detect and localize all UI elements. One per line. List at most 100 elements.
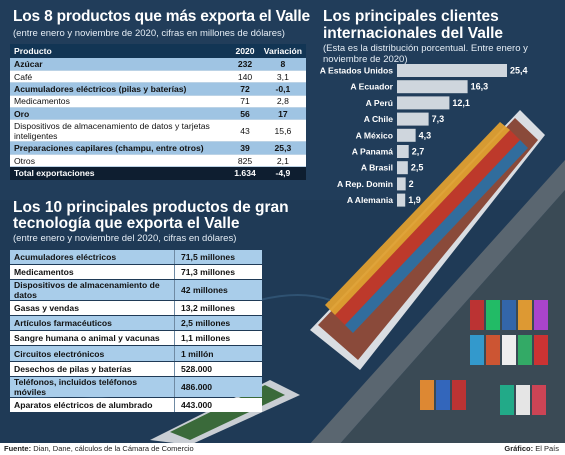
table-row: Artículos farmacéuticos 2,5 millones — [10, 316, 262, 331]
header-2020: 2020 — [230, 44, 260, 58]
value-cell: 1 millón — [174, 346, 262, 361]
change-cell: 25,3 — [259, 141, 306, 155]
bar — [397, 96, 450, 110]
product-cell: Circuitos electrónicos — [10, 346, 174, 361]
table-row: Gasas y vendas 13,2 millones — [10, 301, 262, 316]
bar — [397, 128, 416, 142]
value-cell: 486.000 — [174, 376, 262, 397]
product-cell: Medicamentos — [10, 265, 174, 280]
total-value: 1.634 — [230, 166, 260, 180]
change-cell: -0,1 — [259, 82, 306, 96]
bar — [397, 193, 406, 207]
product-cell: Preparaciones capilares (champu, entre o… — [10, 141, 231, 155]
value-cell: 443.000 — [174, 397, 262, 412]
table-row: Medicamentos 71,3 millones — [10, 265, 262, 280]
product-cell: Acumuladores eléctricos — [10, 250, 174, 265]
value-label: 7,3 — [432, 114, 445, 124]
category-label: A México — [356, 130, 393, 140]
table-row: Otros 825 2,1 — [10, 154, 306, 168]
source-text: Dian, Dane, cálculos de la Cámara de Com… — [33, 444, 194, 453]
header-variation: Variación — [259, 44, 306, 58]
credit-note: Gráfico: El País — [504, 444, 559, 453]
table-row: Aparatos eléctricos de alumbrado 443.000 — [10, 397, 262, 412]
change-cell: 3,1 — [259, 70, 306, 84]
category-label: A Estados Unidos — [320, 66, 393, 76]
value-cell: 72 — [230, 82, 260, 96]
value-cell: 71 — [230, 95, 260, 109]
value-cell: 43 — [230, 119, 260, 143]
category-label: A Panamá — [352, 147, 393, 157]
product-cell: Dispositivos de almacenamiento de datos — [10, 280, 174, 301]
product-cell: Aparatos eléctricos de alumbrado — [10, 397, 174, 412]
change-cell: 17 — [259, 107, 306, 121]
section1-subtitle: (entre enero y noviembre de 2020, cifras… — [13, 28, 285, 39]
product-cell: Gasas y vendas — [10, 301, 174, 316]
change-cell: 2,1 — [259, 154, 306, 168]
value-label: 1,9 — [408, 195, 421, 205]
clients-bar-chart: A Estados Unidos 25,4 A Ecuador 16,3 A Perú 1… — [320, 64, 528, 207]
value-cell: 56 — [230, 107, 260, 121]
value-label: 25,4 — [510, 66, 528, 76]
table-row: Teléfonos, incluidos teléfonos móviles 4… — [10, 376, 262, 397]
section1-title: Los 8 productos que más exporta el Valle — [13, 8, 310, 25]
total-row: Total exportaciones 1.634 -4,9 — [10, 166, 306, 180]
section2-subtitle: (Esta es la distribución porcentual. Ent… — [323, 43, 528, 65]
product-cell: Teléfonos, incluidos teléfonos móviles — [10, 376, 174, 397]
section2-title: Los principales clientes internacionales… — [323, 8, 504, 42]
value-cell: 232 — [230, 58, 260, 71]
bar — [397, 64, 507, 77]
value-label: 16,3 — [471, 82, 489, 92]
table-row: Preparaciones capilares (champu, entre o… — [10, 141, 306, 155]
product-cell: Dispositivos de almacenamiento de datos … — [10, 119, 231, 143]
table-row: Acumuladores eléctricos 71,5 millones — [10, 250, 262, 265]
table-row: Café 140 3,1 — [10, 70, 306, 84]
product-cell: Medicamentos — [10, 95, 231, 109]
table-row: Desechos de pilas y baterías 528.000 — [10, 361, 262, 376]
value-label: 12,1 — [452, 98, 470, 108]
category-label: A Perú — [366, 98, 393, 108]
category-label: A Alemania — [347, 195, 393, 205]
category-label: A Chile — [364, 114, 394, 124]
value-label: 2 — [409, 179, 414, 189]
value-cell: 39 — [230, 141, 260, 155]
table-row: Sangre humana o animal y vacunas 1,1 mil… — [10, 331, 262, 346]
tech-exports-table: Acumuladores eléctricos 71,5 millones Me… — [10, 249, 262, 413]
table-row: Azúcar 232 8 — [10, 58, 306, 71]
table-row: Dispositivos de almacenamiento de datos … — [10, 280, 262, 301]
value-cell: 71,3 millones — [174, 265, 262, 280]
product-cell: Sangre humana o animal y vacunas — [10, 331, 174, 346]
bar — [397, 177, 406, 191]
value-cell: 71,5 millones — [174, 250, 262, 265]
table-row: Acumuladores eléctricos (pilas y batería… — [10, 82, 306, 96]
product-cell: Café — [10, 70, 231, 84]
table-row: Dispositivos de almacenamiento de datos … — [10, 119, 306, 143]
section3-title: Los 10 principales productos de gran tec… — [13, 199, 289, 232]
value-cell: 140 — [230, 70, 260, 84]
product-cell: Desechos de pilas y baterías — [10, 361, 174, 376]
table-row: Circuitos electrónicos 1 millón — [10, 346, 262, 361]
value-label: 4,3 — [419, 130, 432, 140]
product-cell: Artículos farmacéuticos — [10, 316, 174, 331]
value-label: 2,7 — [412, 147, 425, 157]
value-cell: 528.000 — [174, 361, 262, 376]
table-header-row: Producto 2020 Variación — [10, 44, 306, 58]
header-product: Producto — [10, 44, 231, 58]
bar — [397, 145, 409, 158]
bar — [397, 161, 408, 175]
value-cell: 1,1 millones — [174, 331, 262, 346]
change-cell: 2,8 — [259, 95, 306, 109]
source-label: Fuente: — [4, 444, 32, 453]
value-cell: 42 millones — [174, 280, 262, 301]
total-change: -4,9 — [259, 166, 306, 180]
value-cell: 13,2 millones — [174, 301, 262, 316]
bar — [397, 80, 468, 94]
product-cell: Acumuladores eléctricos (pilas y batería… — [10, 82, 231, 96]
total-label: Total exportaciones — [10, 166, 231, 180]
section3-subtitle: (entre enero y noviembre del 2020, cifra… — [13, 233, 237, 244]
product-cell: Otros — [10, 154, 231, 168]
product-cell: Oro — [10, 107, 231, 121]
credit-text: El País — [535, 444, 559, 453]
category-label: A Ecuador — [350, 82, 393, 92]
category-label: A Brasil — [361, 163, 393, 173]
value-label: 2,5 — [411, 163, 424, 173]
